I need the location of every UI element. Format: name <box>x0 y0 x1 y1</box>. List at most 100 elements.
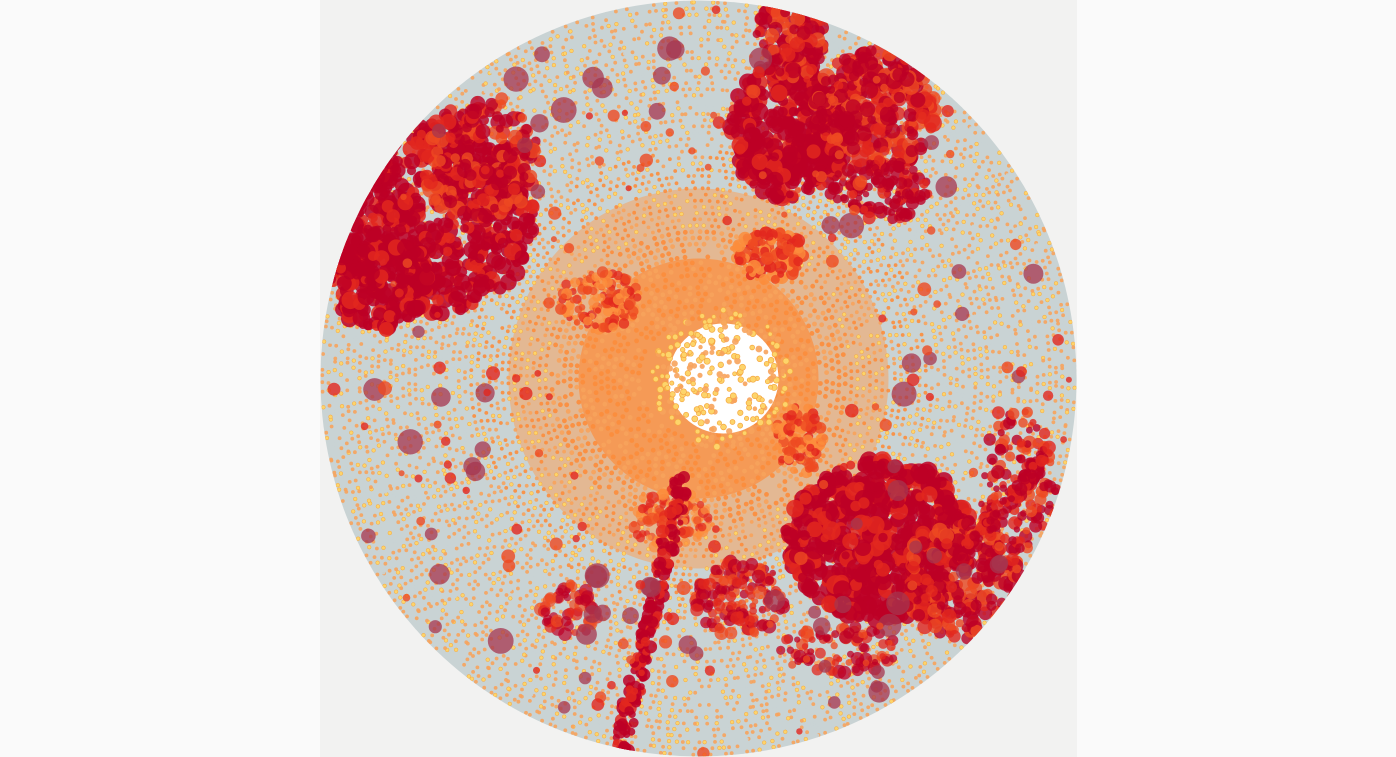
data-dot <box>913 421 917 426</box>
data-dot <box>769 532 774 536</box>
data-dot <box>546 430 551 435</box>
data-dot <box>497 339 502 344</box>
data-dot <box>598 532 603 537</box>
data-dot <box>745 655 750 660</box>
data-dot <box>543 568 548 574</box>
data-dot <box>824 379 830 384</box>
data-dot <box>662 304 668 310</box>
data-dot <box>948 295 953 299</box>
data-dot <box>389 399 394 403</box>
data-dot <box>624 389 630 395</box>
data-dot <box>757 556 762 561</box>
data-dot <box>548 220 553 225</box>
data-dot <box>439 461 444 465</box>
data-dot <box>506 381 511 386</box>
data-dot <box>677 94 681 98</box>
data-dot <box>548 266 553 272</box>
data-dot <box>443 323 448 328</box>
data-dot <box>601 453 607 459</box>
data-dot <box>877 434 882 439</box>
data-dot <box>499 604 504 610</box>
data-dot <box>513 608 518 613</box>
data-dot <box>579 443 585 448</box>
data-dot <box>525 365 530 370</box>
data-dot <box>425 378 430 383</box>
data-dot <box>407 367 412 372</box>
data-dot <box>529 467 534 471</box>
data-dot <box>507 353 512 357</box>
data-dot <box>973 394 977 399</box>
data-dot <box>437 428 441 433</box>
data-dot <box>521 321 525 325</box>
data-dot <box>890 298 894 302</box>
data-dot <box>749 506 755 511</box>
data-dot <box>616 528 620 532</box>
data-dot <box>763 521 768 525</box>
data-dot <box>762 297 768 302</box>
data-dot <box>638 240 644 246</box>
data-dot <box>737 281 743 287</box>
data-dot <box>799 620 804 625</box>
data-dot <box>862 421 867 426</box>
data-dot <box>674 144 679 148</box>
data-dot <box>915 345 920 349</box>
data-dot <box>927 274 931 278</box>
data-dot <box>665 226 670 231</box>
data-dot <box>651 84 656 89</box>
data-dot <box>846 430 851 435</box>
data-dot <box>587 358 593 364</box>
data-dot <box>891 451 896 456</box>
data-dot <box>619 216 624 221</box>
data-dot <box>723 676 728 682</box>
data-dot <box>930 371 934 376</box>
data-dot <box>711 230 717 235</box>
data-dot <box>822 210 827 215</box>
data-dot <box>420 483 426 488</box>
data-dot <box>701 111 706 117</box>
data-dot <box>514 465 519 470</box>
data-dot <box>855 421 860 426</box>
data-dot <box>543 518 548 523</box>
data-dot <box>701 241 707 247</box>
data-dot <box>834 442 839 447</box>
data-dot <box>500 360 505 365</box>
data-dot <box>552 169 558 174</box>
data-dot <box>837 336 843 342</box>
data-dot <box>571 520 576 524</box>
data-dot <box>567 229 571 233</box>
data-dot <box>728 526 733 531</box>
data-dot <box>606 361 612 367</box>
data-dot <box>559 195 564 200</box>
data-dot <box>532 307 537 312</box>
data-dot <box>430 328 434 332</box>
data-dot <box>760 431 765 437</box>
data-dot <box>762 555 767 559</box>
data-dot <box>488 469 494 474</box>
data-dot <box>510 337 515 342</box>
data-dot <box>551 226 556 231</box>
data-dot <box>847 326 852 330</box>
data-dot <box>690 81 694 85</box>
data-dot <box>849 376 854 380</box>
data-dot <box>920 212 924 217</box>
data-dot <box>501 352 506 356</box>
data-dot <box>527 430 532 436</box>
data-dot <box>829 358 835 363</box>
data-dot <box>932 420 937 425</box>
data-dot <box>509 315 514 320</box>
data-dot <box>517 439 522 445</box>
data-dot <box>777 449 783 454</box>
data-dot <box>616 661 620 665</box>
data-dot <box>443 431 449 436</box>
data-dot <box>547 320 552 326</box>
data-dot <box>992 365 996 370</box>
data-dot <box>826 308 832 313</box>
data-dot <box>585 143 590 148</box>
data-dot <box>661 619 667 625</box>
data-dot <box>823 363 829 368</box>
data-dot <box>581 209 586 214</box>
data-dot <box>985 401 989 405</box>
data-dot <box>984 310 989 315</box>
data-dot <box>670 119 675 124</box>
data-dot <box>675 262 681 267</box>
